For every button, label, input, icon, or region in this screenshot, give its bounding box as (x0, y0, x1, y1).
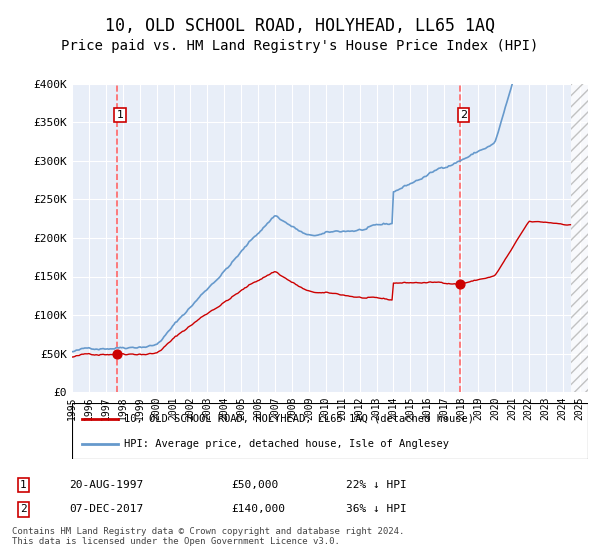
Text: 1: 1 (116, 110, 124, 120)
Text: 10, OLD SCHOOL ROAD, HOLYHEAD, LL65 1AQ (detached house): 10, OLD SCHOOL ROAD, HOLYHEAD, LL65 1AQ … (124, 414, 473, 424)
Text: £50,000: £50,000 (231, 480, 278, 490)
Text: Price paid vs. HM Land Registry's House Price Index (HPI): Price paid vs. HM Land Registry's House … (61, 39, 539, 53)
Text: 20-AUG-1997: 20-AUG-1997 (70, 480, 144, 490)
Text: 22% ↓ HPI: 22% ↓ HPI (346, 480, 407, 490)
Text: Contains HM Land Registry data © Crown copyright and database right 2024.
This d: Contains HM Land Registry data © Crown c… (12, 526, 404, 546)
Text: 2: 2 (20, 505, 27, 515)
Text: 1: 1 (20, 480, 27, 490)
Point (455, 280, 465, 289)
Text: 10, OLD SCHOOL ROAD, HOLYHEAD, LL65 1AQ: 10, OLD SCHOOL ROAD, HOLYHEAD, LL65 1AQ (105, 17, 495, 35)
Text: 36% ↓ HPI: 36% ↓ HPI (346, 505, 407, 515)
Text: 07-DEC-2017: 07-DEC-2017 (70, 505, 144, 515)
Text: £140,000: £140,000 (231, 505, 285, 515)
Text: HPI: Average price, detached house, Isle of Anglesey: HPI: Average price, detached house, Isle… (124, 438, 449, 449)
Text: 2: 2 (460, 110, 467, 120)
Point (112, 349, 121, 358)
